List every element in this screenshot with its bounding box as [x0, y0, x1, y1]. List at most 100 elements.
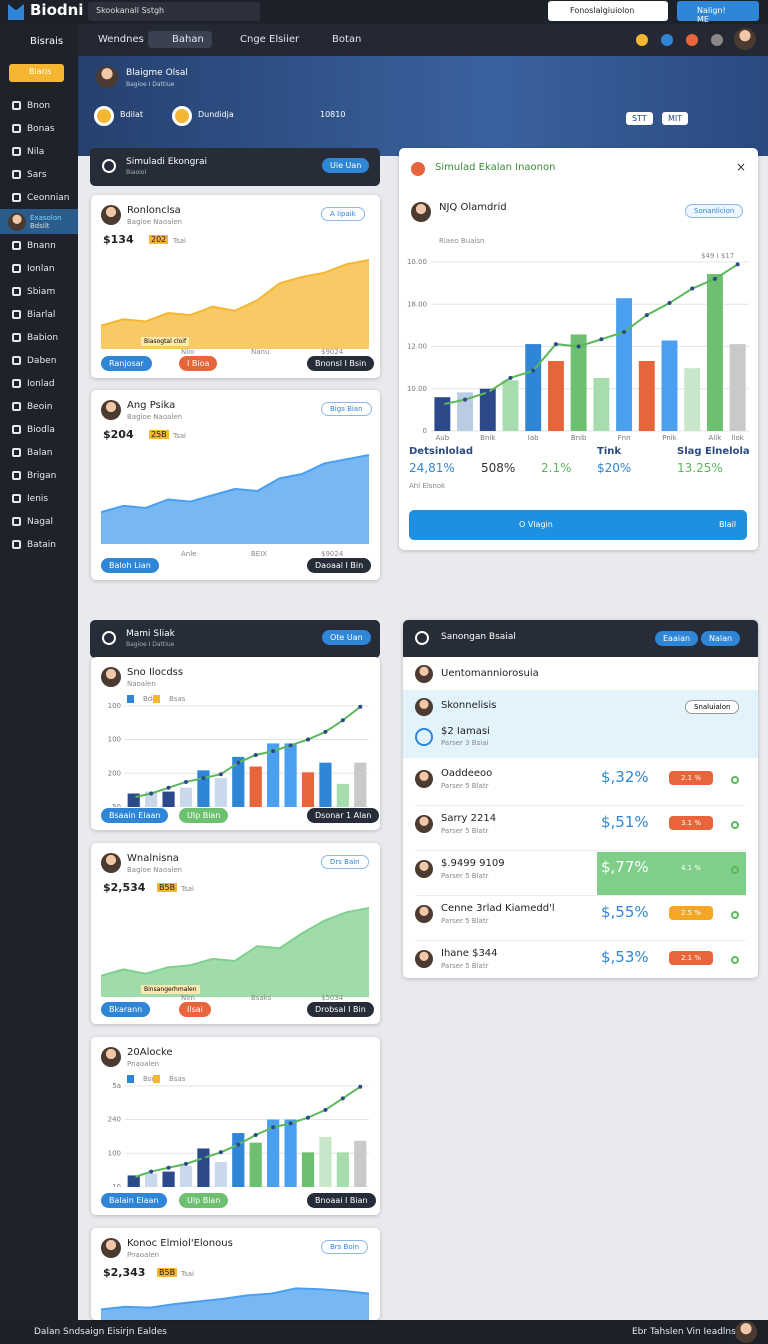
sidebar-title: Bisrais: [30, 36, 64, 47]
icon: [12, 310, 21, 319]
row-pill[interactable]: 2.1 %: [669, 771, 714, 785]
trend-line: [133, 705, 361, 799]
sidebar-item[interactable]: Bnon: [0, 94, 78, 117]
list-tab[interactable]: Nalan: [701, 631, 741, 646]
sidebar-item[interactable]: Ceonnian: [0, 186, 78, 209]
sidebar-item[interactable]: Balan: [0, 441, 78, 464]
logo: Biodni: [30, 1, 84, 19]
panel-button[interactable]: O Vlagin Blail: [409, 510, 747, 540]
y-tick-label: 10: [112, 1183, 121, 1187]
sidebar-item[interactable]: Daben: [0, 349, 78, 372]
nav-tab[interactable]: Botan: [332, 34, 362, 45]
header-button[interactable]: Uie Uan: [322, 158, 370, 173]
sidebar-item[interactable]: Biodla: [0, 418, 78, 441]
trend-point: [253, 752, 258, 757]
list-tab[interactable]: Eaaian: [655, 631, 699, 646]
legend-item: Bsas: [153, 1075, 185, 1083]
bar: [319, 1136, 332, 1187]
row-pill[interactable]: 4.1 %: [669, 861, 714, 875]
card-button[interactable]: I Bioa: [179, 356, 218, 371]
card-button[interactable]: Bnonsl I Bsin: [307, 356, 375, 371]
button-label: O Vlagin: [519, 520, 553, 529]
nav-tab[interactable]: Wendnes: [98, 34, 144, 45]
card-button[interactable]: Balain Elaan: [101, 1193, 167, 1208]
sidebar-item[interactable]: Bnann: [0, 234, 78, 257]
area: [101, 1288, 369, 1320]
list-header: Sanongan Bsaial Eaaian Nalan: [403, 620, 758, 657]
account-button[interactable]: Fonoslalgiuiolon: [548, 1, 668, 21]
trend-point: [712, 276, 717, 281]
card-button[interactable]: Baloh Lian: [101, 558, 159, 573]
row-value: $,32%: [601, 768, 649, 786]
chip-label[interactable]: Dundidja: [198, 110, 234, 119]
card-button[interactable]: Ulp Bian: [179, 1193, 229, 1208]
trend-point: [553, 342, 558, 347]
row-sub: Parser 5 Blatr: [441, 872, 489, 880]
bar: [502, 380, 519, 431]
sidebar-item[interactable]: Beoin: [0, 395, 78, 418]
card-button[interactable]: Bsaain Elaan: [101, 808, 169, 823]
avatar: [101, 205, 121, 225]
stat-value: 13.25%: [677, 461, 723, 475]
trend-point: [166, 1165, 171, 1170]
sidebar-item[interactable]: Sars: [0, 163, 78, 186]
selected-sub: Bdsilt: [30, 221, 50, 230]
card-button[interactable]: Bkarann: [101, 1002, 151, 1017]
card-button[interactable]: Drobsal I Bin: [307, 1002, 374, 1017]
nav-tab[interactable]: Bahan: [148, 31, 212, 48]
banner-button[interactable]: MIT: [662, 112, 689, 125]
highlight-button[interactable]: Snaluialon: [685, 700, 740, 714]
sidebar-item[interactable]: Nila: [0, 140, 78, 163]
sidebar-item[interactable]: Brigan: [0, 464, 78, 487]
header-button[interactable]: Ote Uan: [322, 630, 371, 645]
nav-icon: [636, 34, 648, 46]
card-badge[interactable]: Drs Bain: [321, 855, 369, 869]
card-button[interactable]: Ranjosar: [101, 356, 152, 371]
cta-button[interactable]: Nalign! ME: [677, 1, 759, 24]
card-badge[interactable]: Brs Boin: [321, 1240, 369, 1254]
bar: [214, 778, 227, 807]
sidebar-item[interactable]: Sbiam: [0, 280, 78, 303]
sidebar-item[interactable]: Babion: [0, 326, 78, 349]
card-button[interactable]: Dsonar 1 Alan: [307, 808, 380, 823]
sidebar-item[interactable]: Ionlad: [0, 372, 78, 395]
chip-label[interactable]: Bdilat: [120, 110, 144, 119]
price: $204: [103, 428, 134, 441]
sidebar-item[interactable]: Nagal: [0, 510, 78, 533]
banner-button[interactable]: STT: [626, 112, 653, 125]
card-title: Ang Psika: [127, 400, 176, 411]
card-button[interactable]: Daoaal I Bin: [307, 558, 372, 573]
stat-label: Tink: [597, 446, 622, 457]
nav-icon: [661, 34, 673, 46]
trend-point: [271, 749, 276, 754]
card-badge[interactable]: Bigs Bian: [321, 402, 372, 416]
sidebar-label: Biarlal: [27, 309, 56, 320]
card-button[interactable]: Ilsai: [179, 1002, 211, 1017]
sidebar-item[interactable]: Biarlal: [0, 303, 78, 326]
bar: [145, 1173, 158, 1187]
panel-badge[interactable]: Sonanlicion: [685, 204, 744, 218]
sidebar-item[interactable]: Ionlan: [0, 257, 78, 280]
nav-tab[interactable]: Cnge Elsiier: [240, 34, 300, 45]
card-button[interactable]: Ulp Bian: [179, 808, 229, 823]
bar: [197, 1148, 210, 1187]
footer-label: Bsaks: [251, 994, 272, 1002]
search-box[interactable]: Skookanall Sstgh: [88, 2, 260, 21]
sidebar-item[interactable]: Bonas: [0, 117, 78, 140]
chip-icon: [172, 106, 192, 126]
avatar: [415, 860, 433, 878]
selected-item[interactable]: Exasolon Bdsilt: [0, 209, 78, 234]
row-name: Ihane $344: [441, 948, 498, 959]
bar: [267, 743, 280, 807]
sidebar-item[interactable]: Batain: [0, 533, 78, 556]
row-pill[interactable]: 2.5 %: [669, 906, 714, 920]
active-item[interactable]: Biaris: [9, 64, 64, 82]
bar: [127, 1175, 140, 1187]
highlight-sub: Parser 3 Bsiai: [441, 739, 489, 747]
sidebar-item[interactable]: Ienis: [0, 487, 78, 510]
row-pill[interactable]: 3.1 %: [669, 816, 714, 830]
card-badge[interactable]: A Iipaik: [321, 207, 365, 221]
card-button[interactable]: Bnoaai I Bian: [307, 1193, 376, 1208]
row-pill[interactable]: 2.1 %: [669, 951, 714, 965]
